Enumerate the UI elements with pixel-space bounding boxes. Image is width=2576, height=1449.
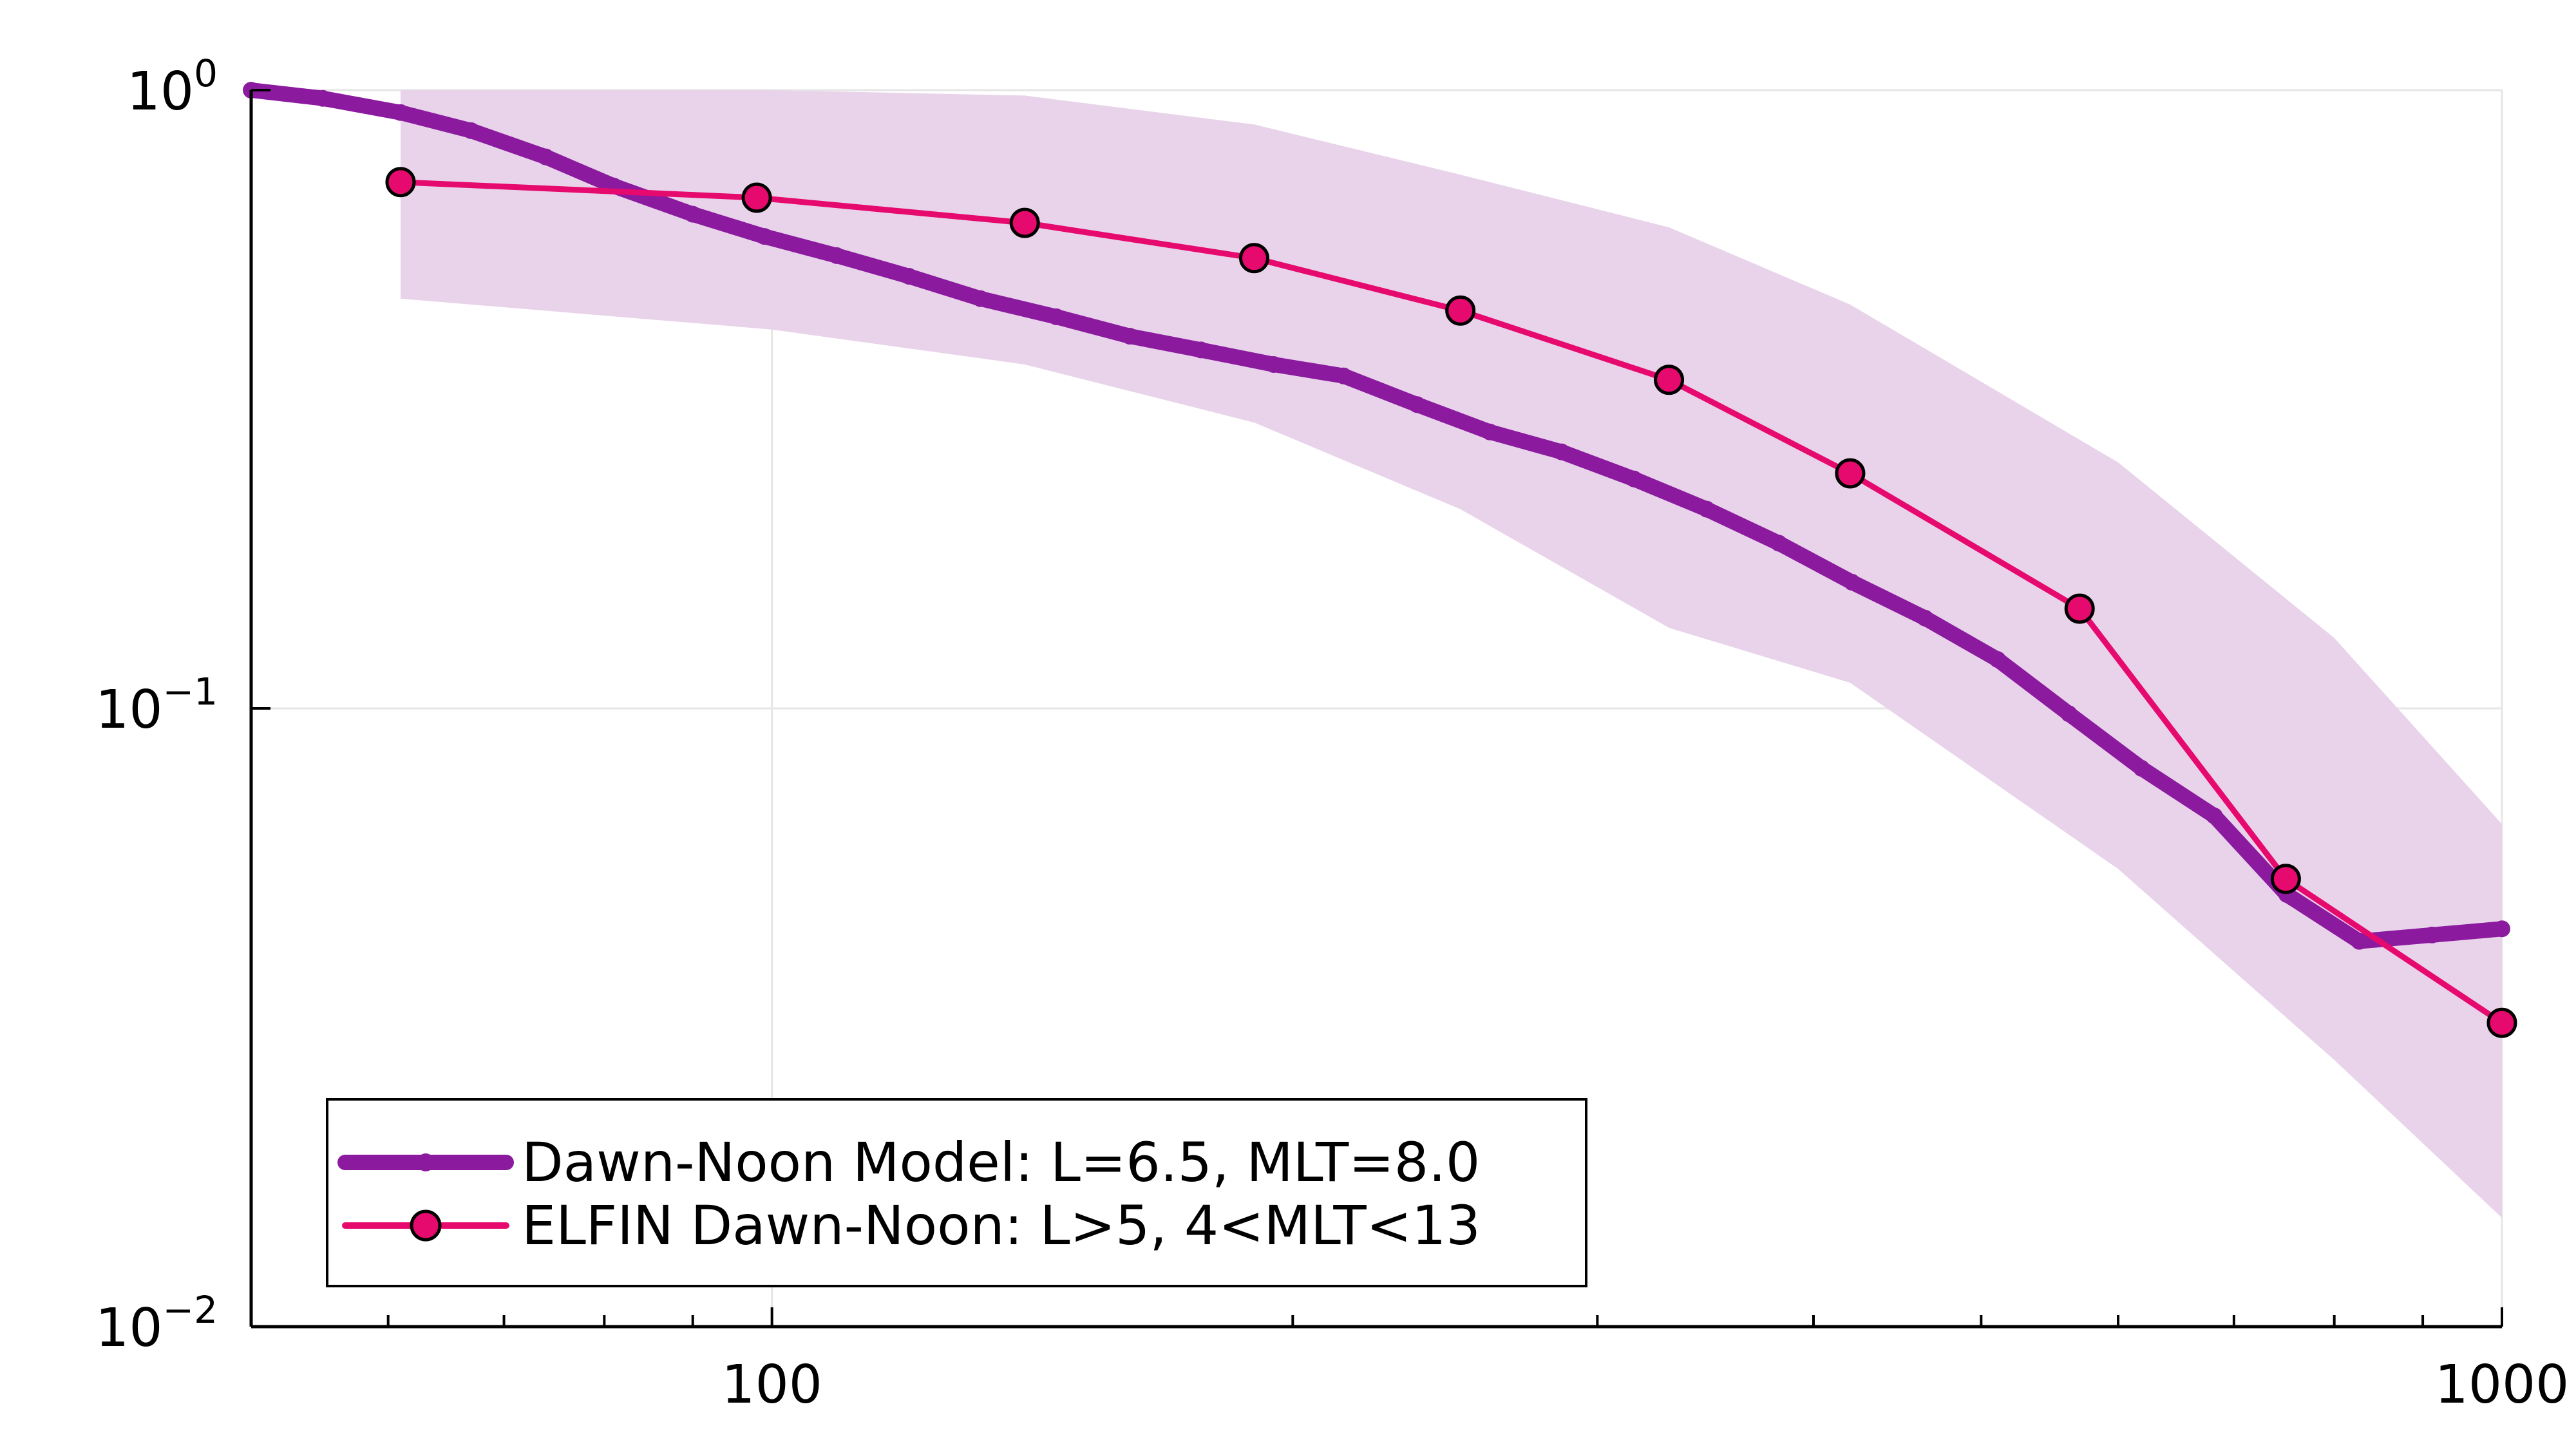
model-point bbox=[1192, 341, 1209, 359]
x-tick-label: 1000 bbox=[2435, 1354, 2570, 1416]
legend-label-elfin: ELFIN Dawn-Noon: L>5, 4<MLT<13 bbox=[522, 1194, 1481, 1257]
model-point bbox=[314, 90, 332, 107]
model-point bbox=[1048, 308, 1065, 325]
y-tick-label: 100 bbox=[127, 52, 218, 122]
legend-swatch-elfin-marker bbox=[410, 1209, 442, 1242]
elfin-point bbox=[385, 167, 416, 198]
elfin-point bbox=[1445, 295, 1476, 326]
model-point bbox=[1481, 423, 1499, 440]
model-point bbox=[1989, 650, 2006, 668]
model-point bbox=[1625, 470, 1643, 488]
model-point bbox=[1121, 328, 1139, 345]
series-layer bbox=[243, 82, 2517, 1038]
model-point bbox=[1770, 535, 1788, 552]
axes: 100 1000 100 10−1 10−2 bbox=[95, 52, 2569, 1416]
elfin-point bbox=[741, 182, 772, 213]
model-point bbox=[2133, 760, 2150, 777]
elfin-point bbox=[1654, 365, 1685, 395]
model-point bbox=[392, 104, 409, 121]
model-point bbox=[2206, 807, 2223, 824]
y-tick-label: 10−1 bbox=[95, 670, 218, 741]
model-point bbox=[1335, 367, 1352, 384]
y-tick-label: 10−2 bbox=[95, 1288, 218, 1359]
legend-label-model: Dawn-Noon Model: L=6.5, MLT=8.0 bbox=[522, 1131, 1480, 1194]
model-point bbox=[1917, 609, 1934, 627]
elfin-point bbox=[1238, 243, 1269, 274]
x-tick-label: 100 bbox=[721, 1354, 822, 1416]
model-point bbox=[537, 148, 554, 166]
model-point bbox=[2060, 705, 2078, 723]
model-point bbox=[462, 122, 480, 139]
model-point bbox=[900, 267, 918, 285]
model-point bbox=[755, 228, 773, 245]
elfin-point bbox=[1009, 207, 1040, 238]
model-point bbox=[684, 205, 701, 223]
elfin-point bbox=[2270, 864, 2301, 895]
elfin-point bbox=[1835, 458, 1866, 489]
model-point bbox=[2423, 926, 2441, 943]
legend-box bbox=[326, 1098, 1587, 1287]
model-point bbox=[1265, 355, 1282, 373]
elfin-series-line bbox=[400, 179, 2504, 1026]
model-point bbox=[1843, 574, 1861, 591]
model-point bbox=[828, 247, 846, 264]
model-point bbox=[2494, 920, 2510, 938]
model-point bbox=[972, 290, 989, 307]
legend: Dawn-Noon Model: L=6.5, MLT=8.0 ELFIN Da… bbox=[326, 1098, 1587, 1287]
model-point bbox=[1408, 396, 1426, 413]
model-point bbox=[2351, 933, 2368, 950]
model-point bbox=[1553, 443, 1570, 460]
elfin-point bbox=[2064, 593, 2095, 624]
legend-swatch-model-marker bbox=[417, 1153, 435, 1171]
elfin-point bbox=[2486, 1007, 2517, 1038]
model-point bbox=[1698, 500, 1716, 518]
